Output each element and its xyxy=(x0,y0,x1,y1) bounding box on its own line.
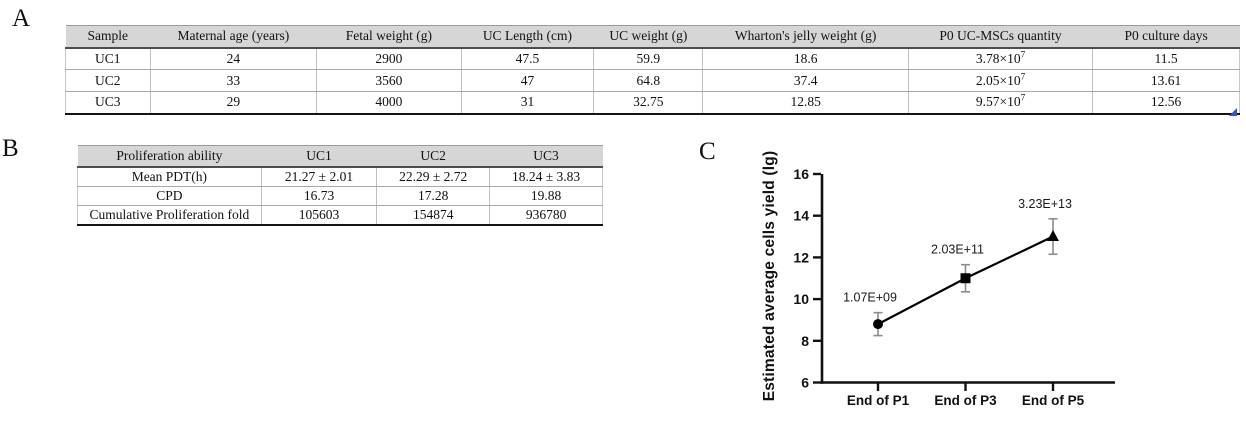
panel-label-c: C xyxy=(699,138,716,165)
y-axis-title: Estimated average cells yield (lg) xyxy=(761,151,778,402)
table-cell: 37.4 xyxy=(702,69,909,92)
table-cell: 19.88 xyxy=(489,186,603,206)
triangle-marker xyxy=(1047,230,1059,242)
column-header: UC2 xyxy=(376,145,490,168)
table-cell: 3560 xyxy=(316,69,462,92)
y-tick-label: 6 xyxy=(801,375,809,391)
header-row: Sample Maternal age (years) Fetal weight (… xyxy=(65,25,1240,49)
table-row: Mean PDT(h) 21.27 ± 2.01 22.29 ± 2.72 18.24… xyxy=(77,167,603,187)
table-cell: 31 xyxy=(460,91,595,114)
table-cell: 105603 xyxy=(260,205,378,225)
x-category-label: End of P1 xyxy=(847,393,910,408)
table-row: Cumulative Proliferation fold 105603 15487… xyxy=(77,205,603,225)
table-row: CPD 16.73 17.28 19.88 xyxy=(77,186,603,206)
axes: 6 8 10 12 14 16 End of P1 End of P3 End of P5 xyxy=(793,166,1115,408)
column-header: Sample xyxy=(65,25,151,49)
table-cell: CPD xyxy=(77,186,262,206)
table-cell: 59.9 xyxy=(593,47,704,70)
cells-yield-chart-svg: 6 8 10 12 14 16 End of P1 End of P3 End of P5 Est… xyxy=(761,151,1115,408)
column-header: UC1 xyxy=(261,145,377,168)
table-cell: 12.56 xyxy=(1092,91,1240,114)
table-cell: 13.61 xyxy=(1092,69,1240,92)
table-cell: 2.05×107 xyxy=(907,69,1094,92)
table-cell: 2900 xyxy=(316,47,462,70)
circle-marker xyxy=(873,319,883,330)
y-tick-label: 12 xyxy=(793,249,809,265)
table-cell: Cumulative Proliferation fold xyxy=(77,205,262,225)
table-cell: 64.8 xyxy=(593,69,704,92)
table-cell: 47 xyxy=(460,69,595,92)
table-cell: 4000 xyxy=(316,91,462,114)
x-category-label: End of P5 xyxy=(1022,393,1085,408)
table-cell: 154874 xyxy=(376,205,491,225)
point-value-label: 1.07E+09 xyxy=(843,291,897,305)
y-tick-label: 8 xyxy=(801,333,809,349)
table-cell: 32.75 xyxy=(593,91,704,114)
cells-yield-chart: 6 8 10 12 14 16 End of P1 End of P3 End of P5 Est… xyxy=(690,130,1140,428)
column-header: P0 UC-MSCs quantity xyxy=(908,25,1093,49)
table-cell: 3.78×107 xyxy=(907,47,1094,70)
table-cell: 22.29 ± 2.72 xyxy=(376,167,491,187)
column-header: Fetal weight (g) xyxy=(316,25,462,49)
panel-label-b: B xyxy=(2,135,19,162)
y-tick-label: 10 xyxy=(793,291,809,307)
table-cell: Mean PDT(h) xyxy=(77,167,262,187)
table-resize-handle-icon xyxy=(1229,108,1237,116)
table-cell: 24 xyxy=(149,47,318,70)
proliferation-ability-table: Proliferation ability UC1 UC2 UC3 Mean PDT(h… xyxy=(77,145,603,226)
table-cell: 18.6 xyxy=(702,47,909,70)
column-header: UC weight (g) xyxy=(593,25,703,49)
sample-info-table: Sample Maternal age (years) Fetal weight (… xyxy=(65,25,1240,115)
table-cell: 936780 xyxy=(489,205,603,225)
table-cell: UC3 xyxy=(65,91,151,114)
table-cell: 17.28 xyxy=(376,186,491,206)
table-cell: 29 xyxy=(149,91,318,114)
data-markers xyxy=(873,230,1059,330)
table-cell: 18.24 ± 3.83 xyxy=(489,167,603,187)
table-row: UC3 29 4000 31 32.75 12.85 9.57×107 12.56 xyxy=(65,91,1240,114)
table-cell: UC1 xyxy=(65,47,151,70)
table-cell: 11.5 xyxy=(1092,47,1240,70)
table-cell: 12.85 xyxy=(702,91,909,114)
table-cell: 16.73 xyxy=(260,186,378,206)
column-header: P0 culture days xyxy=(1092,25,1240,49)
table-cell: 9.57×107 xyxy=(907,91,1094,114)
table-row: UC2 33 3560 47 64.8 37.4 2.05×107 13.61 xyxy=(65,69,1240,92)
y-tick-label: 14 xyxy=(793,208,809,224)
table-cell: 33 xyxy=(149,69,318,92)
table-cell: 47.5 xyxy=(460,47,595,70)
panel-label-a: A xyxy=(12,5,31,32)
column-header: Wharton's jelly weight (g) xyxy=(702,25,909,49)
column-header: UC Length (cm) xyxy=(461,25,594,49)
table-cell: 21.27 ± 2.01 xyxy=(260,167,378,187)
square-marker xyxy=(960,273,971,284)
column-header: Proliferation ability xyxy=(77,145,262,168)
column-header: Maternal age (years) xyxy=(150,25,317,49)
point-value-label: 3.23E+13 xyxy=(1018,197,1072,211)
point-value-label: 2.03E+11 xyxy=(931,243,984,257)
column-header: UC3 xyxy=(489,145,603,168)
header-row: Proliferation ability UC1 UC2 UC3 xyxy=(77,145,603,168)
table-row: UC1 24 2900 47.5 59.9 18.6 3.78×107 11.5 xyxy=(65,47,1240,70)
y-tick-label: 16 xyxy=(793,166,809,182)
table-cell: UC2 xyxy=(65,69,151,92)
x-category-label: End of P3 xyxy=(934,393,997,408)
